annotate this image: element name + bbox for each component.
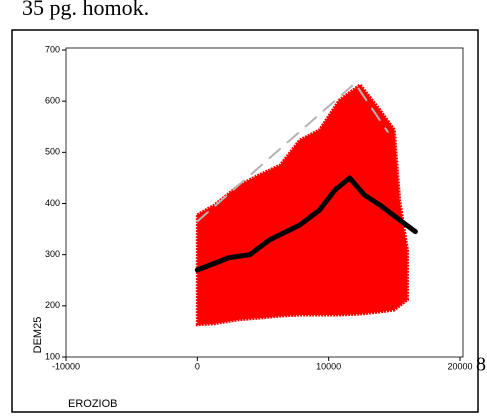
y-tick-label: 600	[45, 96, 60, 106]
frame	[11, 29, 479, 413]
y-tick-label: 700	[45, 44, 60, 54]
dashed-line	[196, 82, 389, 223]
x-tick-label: 10000	[316, 361, 341, 371]
x-tick-label: 20000	[447, 361, 472, 371]
annotation: 8	[476, 354, 486, 376]
chart-title: 35 pg. homok.	[22, 0, 149, 20]
y-axis-label: DEM25	[32, 317, 44, 354]
point-cloud	[195, 82, 409, 327]
plot-area	[65, 47, 464, 358]
x-axis-label: EROZIOB	[68, 398, 118, 410]
y-tick-label: 500	[45, 147, 60, 157]
fit-line	[194, 175, 418, 273]
x-tick-label: 0	[195, 361, 200, 371]
y-tick-label: 400	[45, 198, 60, 208]
y-tick-label: 200	[45, 300, 60, 310]
x-tick-label: -10000	[52, 361, 80, 371]
y-tick-label: 300	[45, 249, 60, 259]
y-tick-label: 100	[45, 351, 60, 361]
